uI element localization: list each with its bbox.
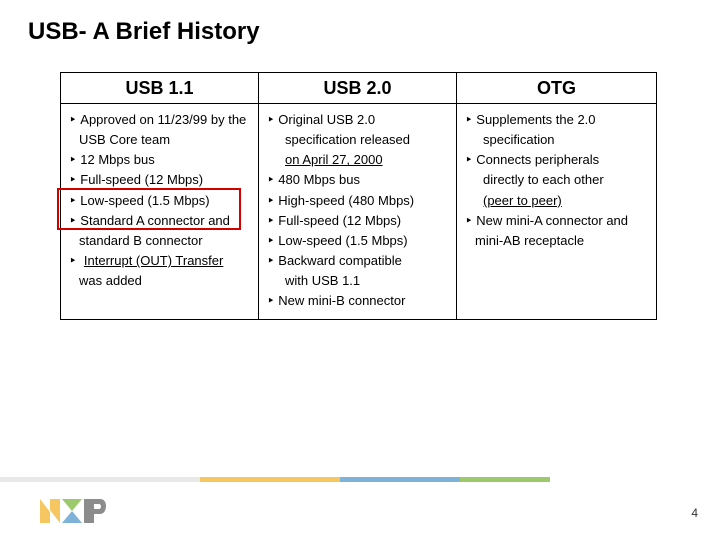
otg-sub: specification <box>465 130 648 150</box>
stripe-segment <box>460 477 550 482</box>
cell-otg: Supplements the 2.0 specification Connec… <box>457 104 657 320</box>
usb20-item: Full-speed (12 Mbps) <box>267 211 448 231</box>
nxp-logo <box>38 496 108 526</box>
usb20-item: Low-speed (1.5 Mbps) <box>267 231 448 251</box>
footer-stripe <box>0 477 720 482</box>
usb11-item: 12 Mbps bus <box>69 150 250 170</box>
stripe-segment <box>200 477 340 482</box>
usb20-sub: with USB 1.1 <box>267 271 448 291</box>
usb20-sub: specification released <box>267 130 448 150</box>
table-body-row: Approved on 11/23/99 by the USB Core tea… <box>61 104 657 320</box>
otg-item: New mini-A connector and mini-AB recepta… <box>465 211 648 251</box>
col-header-otg: OTG <box>457 73 657 104</box>
usb20-item: Backward compatible <box>267 251 448 271</box>
usb-history-table: USB 1.1 USB 2.0 OTG Approved on 11/23/99… <box>60 72 657 320</box>
usb20-item: Original USB 2.0 <box>267 110 448 130</box>
page-number: 4 <box>691 506 698 520</box>
otg-sub: directly to each other <box>465 170 648 190</box>
slide-title: USB- A Brief History <box>28 18 260 46</box>
otg-item: Supplements the 2.0 <box>465 110 648 130</box>
usb11-item: Approved on 11/23/99 by the USB Core tea… <box>69 110 250 150</box>
otg-item: Connects peripherals <box>465 150 648 170</box>
usb20-item: New mini-B connector <box>267 291 448 311</box>
usb20-sub: on April 27, 2000 <box>267 150 448 170</box>
col-header-usb11: USB 1.1 <box>61 73 259 104</box>
usb20-item: 480 Mbps bus <box>267 170 448 190</box>
stripe-spacer <box>550 477 720 482</box>
usb11-item: Interrupt (OUT) Transfer was added <box>69 251 250 291</box>
usb20-item: High-speed (480 Mbps) <box>267 191 448 211</box>
otg-sub: (peer to peer) <box>465 191 648 211</box>
col-header-usb20: USB 2.0 <box>259 73 457 104</box>
cell-usb11: Approved on 11/23/99 by the USB Core tea… <box>61 104 259 320</box>
usb11-item: Full-speed (12 Mbps) <box>69 170 250 190</box>
usb11-item: Standard A connector and standard B conn… <box>69 211 250 251</box>
table-header-row: USB 1.1 USB 2.0 OTG <box>61 73 657 104</box>
stripe-segment <box>0 477 200 482</box>
stripe-segment <box>340 477 460 482</box>
usb11-item: Low-speed (1.5 Mbps) <box>69 191 250 211</box>
cell-usb20: Original USB 2.0 specification released … <box>259 104 457 320</box>
